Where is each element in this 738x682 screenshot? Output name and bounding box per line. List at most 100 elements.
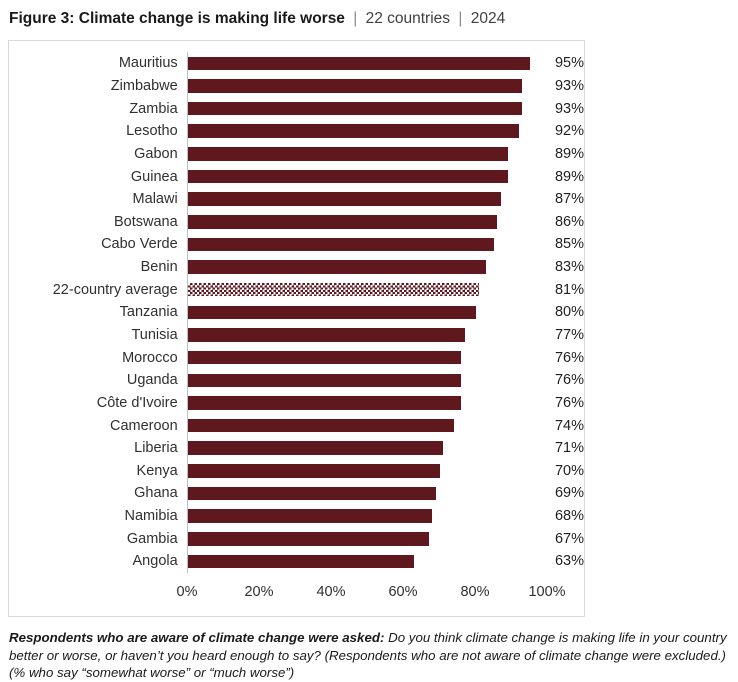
chart-row: Tanzania 80% <box>9 301 584 324</box>
x-axis-spacer <box>9 583 187 603</box>
category-label: Gambia <box>126 530 178 547</box>
value-bar <box>187 169 509 184</box>
bar-track <box>186 346 546 369</box>
bar-track <box>186 210 546 234</box>
chart-row: Ghana 69% <box>9 482 584 505</box>
bar-track <box>186 142 546 166</box>
category-label: Lesotho <box>126 123 178 140</box>
value-label: 70% <box>554 462 584 479</box>
x-tick-label: 60% <box>388 583 418 600</box>
value-bar <box>187 101 523 116</box>
chart-row: Gabon 89% <box>9 142 584 166</box>
value-bar <box>187 215 498 229</box>
value-bar <box>187 56 530 71</box>
bar-track <box>186 368 546 392</box>
value-label: 92% <box>554 123 584 140</box>
chart-row: Uganda 76% <box>9 368 584 392</box>
category-label: Botswana <box>113 213 178 230</box>
chart-row: Botswana 86% <box>9 210 584 234</box>
chart-row: 22-country average 81% <box>9 278 584 302</box>
value-label: 68% <box>554 508 584 525</box>
value-bar <box>187 79 523 93</box>
category-label: Liberia <box>134 440 178 457</box>
category-label: Mauritius <box>118 55 178 72</box>
bar-track <box>186 527 546 551</box>
footnote-question-lead: Respondents who are aware of climate cha… <box>9 630 385 645</box>
bar-track <box>186 52 546 75</box>
x-axis-ticks: 0% 20% 40% 60% 80% 100% <box>177 583 566 603</box>
chart-row: Angola 63% <box>9 550 584 573</box>
category-label: Cabo Verde <box>101 236 178 253</box>
value-label: 85% <box>554 236 584 253</box>
value-label: 93% <box>554 77 584 94</box>
figure-title: Figure 3: Climate change is making life … <box>0 0 738 28</box>
value-bar <box>187 532 429 546</box>
value-label: 95% <box>554 55 584 72</box>
x-tick-label: 100% <box>528 583 566 600</box>
bar-track <box>186 459 546 483</box>
footnote: Respondents who are aware of climate cha… <box>9 629 729 682</box>
x-tick-label: 20% <box>244 583 274 600</box>
category-label: Tanzania <box>119 304 178 321</box>
x-tick-label: 0% <box>176 583 198 600</box>
title-separator: | <box>458 10 463 27</box>
value-bar <box>187 124 519 138</box>
chart-row: Côte d'Ivoire 76% <box>9 391 584 415</box>
bar-track <box>186 301 546 324</box>
title-scope: 22 countries <box>365 10 451 27</box>
value-label: 71% <box>554 440 584 457</box>
category-label: Angola <box>132 553 178 570</box>
value-label: 80% <box>554 304 584 321</box>
bar-track <box>186 436 546 460</box>
chart-row: Mauritius 95% <box>9 52 584 75</box>
category-label: Guinea <box>130 168 178 185</box>
category-label: Morocco <box>122 349 178 366</box>
value-label: 87% <box>554 191 584 208</box>
chart-row: Morocco 76% <box>9 346 584 369</box>
value-bar <box>187 441 444 455</box>
chart-row: Lesotho 92% <box>9 119 584 143</box>
value-label: 86% <box>554 213 584 230</box>
bar-track <box>186 482 546 505</box>
value-bar <box>187 260 487 274</box>
chart-row: Benin 83% <box>9 255 584 279</box>
title-year: 2024 <box>470 10 506 27</box>
value-label: 81% <box>554 281 584 298</box>
bar-rows: Mauritius 95% Zimbabwe 93% Zambia 93% Lesotho 9… <box>9 52 584 573</box>
category-label: Côte d'Ivoire <box>96 394 178 411</box>
category-label: Namibia <box>124 508 178 525</box>
value-bar <box>187 373 462 388</box>
chart-row: Gambia 67% <box>9 527 584 551</box>
chart-row: Cabo Verde 85% <box>9 233 584 256</box>
chart-row: Namibia 68% <box>9 504 584 528</box>
value-label: 89% <box>554 168 584 185</box>
category-label: Zambia <box>129 100 178 117</box>
value-bar <box>187 237 494 252</box>
bar-track <box>186 391 546 415</box>
bar-track <box>186 165 546 188</box>
bar-track <box>186 414 546 437</box>
chart-row: Kenya 70% <box>9 459 584 483</box>
title-separator: | <box>353 10 358 27</box>
value-bar <box>187 509 433 523</box>
chart-row: Guinea 89% <box>9 165 584 188</box>
value-bar <box>187 147 509 161</box>
value-bar <box>187 486 437 501</box>
bar-track <box>186 74 546 98</box>
category-label: Zimbabwe <box>110 77 178 94</box>
bar-track <box>186 97 546 120</box>
category-label: Cameroon <box>109 417 178 434</box>
bar-track <box>186 187 546 211</box>
value-label: 63% <box>554 553 584 570</box>
bar-track <box>186 233 546 256</box>
chart-row: Tunisia 77% <box>9 323 584 347</box>
bar-track <box>186 504 546 528</box>
average-bar <box>187 282 480 297</box>
bar-track <box>186 255 546 279</box>
category-label: Benin <box>140 259 178 276</box>
value-label: 69% <box>554 485 584 502</box>
category-label: Tunisia <box>131 327 178 343</box>
value-bar <box>187 418 455 433</box>
chart-row: Malawi 87% <box>9 187 584 211</box>
